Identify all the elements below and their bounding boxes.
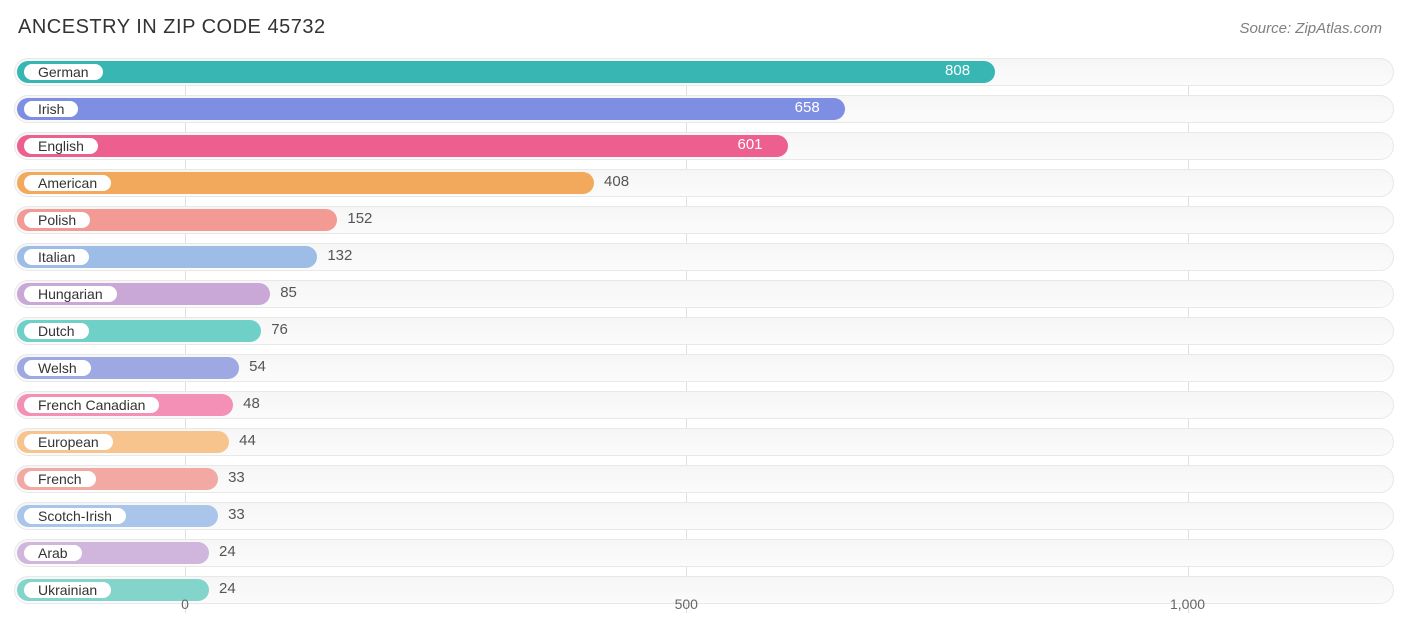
bar-label: Italian bbox=[22, 247, 91, 267]
bar-track bbox=[14, 465, 1394, 493]
bar-value: 658 bbox=[795, 99, 820, 116]
bar-value: 132 bbox=[327, 247, 352, 264]
bar-label: Irish bbox=[22, 99, 80, 119]
bar-label: Arab bbox=[22, 543, 84, 563]
bar-value: 152 bbox=[347, 210, 372, 227]
bar-label: French Canadian bbox=[22, 395, 161, 415]
bar-value: 601 bbox=[738, 136, 763, 153]
bar-row: German 808 bbox=[14, 58, 1394, 92]
bar-row: Scotch-Irish 33 bbox=[14, 502, 1394, 536]
bar-value: 33 bbox=[228, 469, 245, 486]
bar-value: 24 bbox=[219, 543, 236, 560]
bar-row: Welsh 54 bbox=[14, 354, 1394, 388]
bar-value: 808 bbox=[945, 62, 970, 79]
chart-area: German 808 Irish 658 English 601 American 408 Po… bbox=[14, 58, 1394, 618]
bar-fill bbox=[17, 135, 788, 157]
x-tick: 500 bbox=[675, 596, 698, 612]
bar-label: Polish bbox=[22, 210, 92, 230]
bar-row: American 408 bbox=[14, 169, 1394, 203]
bar-row: Arab 24 bbox=[14, 539, 1394, 573]
bar-value: 408 bbox=[604, 173, 629, 190]
bar-value: 54 bbox=[249, 358, 266, 375]
bar-value: 33 bbox=[228, 506, 245, 523]
bar-value: 44 bbox=[239, 432, 256, 449]
bar-fill bbox=[17, 61, 995, 83]
x-tick: 1,000 bbox=[1170, 596, 1205, 612]
bar-track bbox=[14, 502, 1394, 530]
bar-row: Hungarian 85 bbox=[14, 280, 1394, 314]
bar-row: Polish 152 bbox=[14, 206, 1394, 240]
bar-label: Hungarian bbox=[22, 284, 119, 304]
bar-label: French bbox=[22, 469, 98, 489]
bar-row: English 601 bbox=[14, 132, 1394, 166]
x-axis: 0 500 1,000 bbox=[14, 594, 1394, 618]
bar-row: European 44 bbox=[14, 428, 1394, 462]
bar-row: French Canadian 48 bbox=[14, 391, 1394, 425]
chart-source: Source: ZipAtlas.com bbox=[1239, 20, 1382, 37]
bars-container: German 808 Irish 658 English 601 American 408 Po… bbox=[14, 58, 1394, 610]
bar-label: English bbox=[22, 136, 100, 156]
bar-label: German bbox=[22, 62, 105, 82]
x-tick: 0 bbox=[181, 596, 189, 612]
bar-label: Dutch bbox=[22, 321, 91, 341]
bar-row: Irish 658 bbox=[14, 95, 1394, 129]
bar-label: European bbox=[22, 432, 115, 452]
bar-value: 48 bbox=[243, 395, 260, 412]
bar-row: French 33 bbox=[14, 465, 1394, 499]
bar-fill bbox=[17, 98, 845, 120]
bar-label: Welsh bbox=[22, 358, 93, 378]
bar-row: Dutch 76 bbox=[14, 317, 1394, 351]
bar-label: Scotch-Irish bbox=[22, 506, 128, 526]
bar-row: Italian 132 bbox=[14, 243, 1394, 277]
chart-title: ANCESTRY IN ZIP CODE 45732 bbox=[18, 16, 326, 39]
bar-value: 85 bbox=[280, 284, 297, 301]
bar-value: 76 bbox=[271, 321, 288, 338]
bar-label: American bbox=[22, 173, 113, 193]
